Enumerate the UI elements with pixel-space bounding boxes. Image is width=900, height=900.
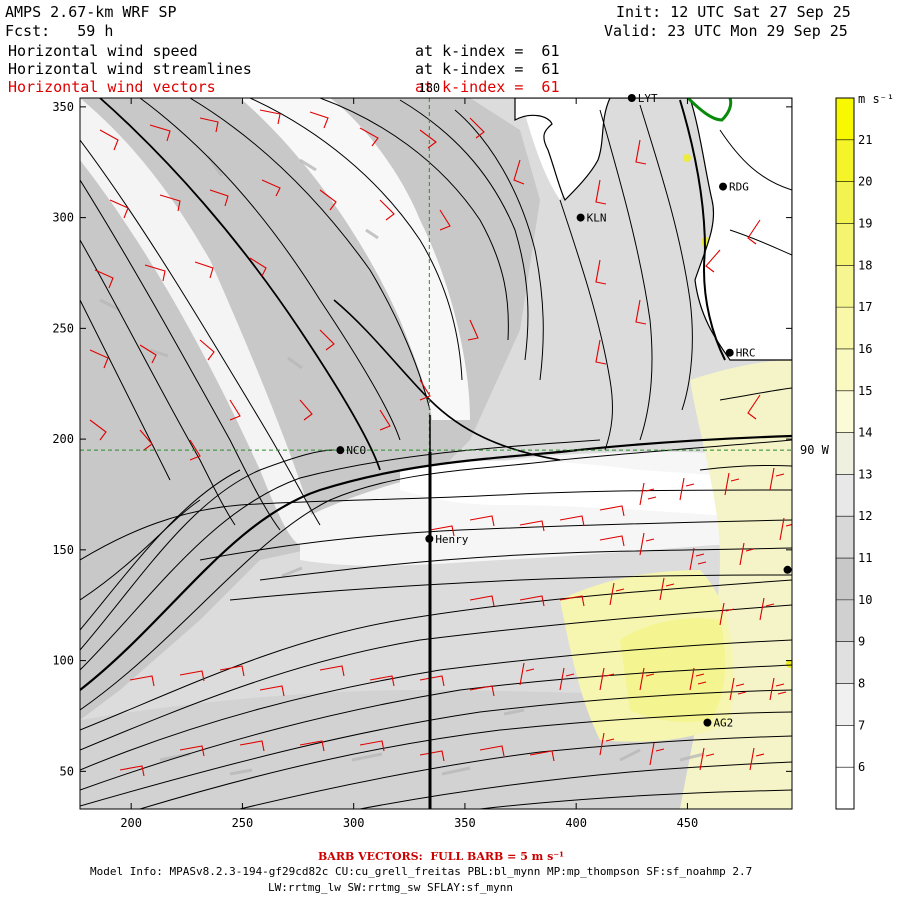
colorbar-swatch bbox=[836, 98, 854, 140]
colorbar-label: 16 bbox=[858, 342, 872, 356]
station-marker bbox=[725, 348, 734, 357]
meridian-label: 180 bbox=[418, 81, 440, 95]
colorbar-label: 18 bbox=[858, 258, 872, 272]
station-label: RDG bbox=[729, 181, 749, 194]
colorbar-label: 9 bbox=[858, 635, 865, 649]
colorbar-label: 20 bbox=[858, 175, 872, 189]
station-marker bbox=[425, 534, 434, 543]
colorbar-swatch bbox=[836, 307, 854, 349]
y-tick-label: 50 bbox=[60, 764, 74, 778]
colorbar-frame bbox=[835, 97, 855, 810]
colorbar-swatch bbox=[836, 265, 854, 308]
forecast-hour: Fcst: 59 h bbox=[5, 22, 114, 40]
model-info: Model Info: MPASv8.2.3-194-gf29cd82c CU:… bbox=[90, 865, 753, 878]
station-marker bbox=[783, 565, 792, 574]
colorbar-swatch bbox=[836, 390, 854, 433]
wind-barbs bbox=[89, 109, 792, 777]
colorbar-label: 8 bbox=[858, 677, 865, 691]
colorbar-swatch bbox=[836, 516, 854, 559]
colorbar: 6 7 8 9 10 11 12 13 14 15 16 17 18 19 20 21 bbox=[835, 97, 872, 810]
colorbar-swatch bbox=[836, 599, 854, 642]
colorbar-label: 13 bbox=[858, 467, 872, 481]
station-marker bbox=[719, 182, 728, 191]
y-tick-label: 250 bbox=[52, 321, 74, 335]
x-tick-label: 350 bbox=[454, 816, 476, 830]
model-info-line2: LW:rrtmg_lw SW:rrtmg_sw SFLAY:sf_mynn bbox=[268, 881, 514, 894]
x-tick-label: 200 bbox=[120, 816, 142, 830]
valid-time: Valid: 23 UTC Mon 29 Sep 25 bbox=[604, 22, 848, 40]
barb-note: BARB VECTORS: FULL BARB = 5 m s⁻¹ bbox=[318, 850, 564, 863]
lat-lon-lines: 180 90 W bbox=[80, 81, 830, 809]
streamlines bbox=[80, 98, 792, 809]
x-tick-label: 300 bbox=[343, 816, 365, 830]
colorbar-swatch bbox=[836, 348, 854, 391]
meridian-label: 90 W bbox=[800, 443, 830, 457]
y-tick-label: 200 bbox=[52, 432, 74, 446]
colorbar-label: 17 bbox=[858, 300, 872, 314]
field-name-streamlines: Horizontal wind streamlines bbox=[8, 60, 252, 78]
field-level-streamlines: at k-index = 61 bbox=[415, 60, 560, 78]
colorbar-swatch bbox=[836, 558, 854, 600]
station-label: KLN bbox=[587, 212, 607, 225]
colorbar-label: 15 bbox=[858, 384, 872, 398]
field-level-speed: at k-index = 61 bbox=[415, 42, 560, 60]
colorbar-swatch bbox=[836, 223, 854, 266]
colorbar-label: 19 bbox=[858, 216, 872, 230]
colorbar-label: 11 bbox=[858, 551, 872, 565]
colorbar-swatch bbox=[836, 474, 854, 517]
field-name-vectors: Horizontal wind vectors bbox=[8, 78, 216, 96]
field-name-speed: Horizontal wind speed bbox=[8, 42, 198, 60]
colorbar-label: 10 bbox=[858, 593, 872, 607]
y-tick-label: 150 bbox=[52, 543, 74, 557]
colorbar-swatch bbox=[836, 139, 854, 182]
station-marker bbox=[576, 213, 585, 222]
colorbar-swatch bbox=[836, 767, 854, 809]
field-level-vectors: at k-index = 61 bbox=[415, 78, 560, 96]
y-tick-label: 350 bbox=[52, 100, 74, 114]
y-tick-label: 300 bbox=[52, 211, 74, 225]
colorbar-swatch bbox=[836, 641, 854, 684]
x-tick-label: 450 bbox=[677, 816, 699, 830]
colorbar-label: 21 bbox=[858, 133, 872, 147]
init-time: Init: 12 UTC Sat 27 Sep 25 bbox=[616, 3, 851, 21]
colorbar-label: 6 bbox=[858, 760, 865, 774]
colorbar-label: 12 bbox=[858, 509, 872, 523]
colorbar-swatch bbox=[836, 725, 854, 768]
colorbar-swatch bbox=[836, 432, 854, 475]
axes: 200 250 300 350 400 450 50 100 150 200 250 300 350 bbox=[52, 98, 792, 830]
colorbar-swatch bbox=[836, 683, 854, 726]
colorbar-label: 14 bbox=[858, 426, 872, 440]
station-marker bbox=[336, 446, 345, 455]
y-tick-label: 100 bbox=[52, 654, 74, 668]
x-tick-label: 400 bbox=[565, 816, 587, 830]
station-label: Henry bbox=[435, 533, 468, 546]
station-label: AG2 bbox=[713, 717, 733, 730]
station-marker bbox=[703, 718, 712, 727]
colorbar-swatch bbox=[836, 181, 854, 224]
plot-frame bbox=[79, 97, 793, 810]
colorbar-label: 7 bbox=[858, 718, 865, 732]
x-tick-label: 250 bbox=[232, 816, 254, 830]
station-label: NCO bbox=[346, 444, 366, 457]
station-label: HRC bbox=[736, 347, 756, 360]
colorbar-unit: m s⁻¹ bbox=[858, 92, 894, 106]
model-title: AMPS 2.67-km WRF SP bbox=[5, 3, 177, 21]
